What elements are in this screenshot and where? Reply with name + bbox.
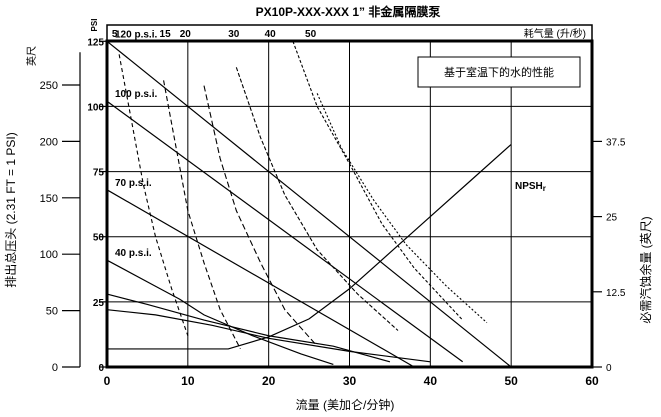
series-line <box>163 80 241 350</box>
npsh-tick-label: 37.5 <box>606 137 626 148</box>
ft-tick-label: 250 <box>40 80 58 92</box>
series-line <box>292 41 464 321</box>
ft-unit-label: 英尺 <box>25 46 38 66</box>
series-line <box>107 143 512 350</box>
series-line <box>235 67 399 331</box>
ft-tick-label: 50 <box>46 306 58 318</box>
air-top-label: 15 <box>160 29 172 40</box>
series-layer <box>106 40 512 368</box>
series-line <box>106 189 415 368</box>
psi-tick-label: 75 <box>93 168 105 179</box>
series-line <box>316 93 488 324</box>
x-tick-label: 30 <box>343 374 357 388</box>
series-label: 100 p.s.i. <box>115 89 157 100</box>
series-line <box>203 85 318 347</box>
x-tick-label: 20 <box>262 374 276 388</box>
series-line <box>106 293 391 363</box>
psi-tick-label: 125 <box>87 37 104 48</box>
ft-tick-label: 0 <box>52 362 58 374</box>
y-axis-label-right: 必需汽蚀余量 (英尺) <box>638 216 653 323</box>
annotation-text: 基于室温下的水的性能 <box>444 65 554 79</box>
air-top-label: 30 <box>228 29 240 40</box>
x-tick-label: 10 <box>181 374 195 388</box>
series-line <box>106 309 431 363</box>
air-top-label: 5 <box>112 29 118 40</box>
tick-layer: 0 10 20 30 40 50 60 0 25 50 75 100 125 0 50 100 150 200 25… <box>40 37 626 388</box>
npsh-tick-label: 12.5 <box>606 288 626 299</box>
series-line <box>118 54 189 336</box>
npsh-label: NPSHr <box>515 181 546 193</box>
x-axis-label: 流量 (美加仑/分钟) <box>296 397 395 412</box>
x-tick-label: 0 <box>104 374 111 388</box>
series-label: 120 p.s.i. <box>115 29 157 40</box>
air-top-labels: 5 15 20 30 40 50 <box>112 29 317 40</box>
psi-tick-label: 100 <box>87 102 104 113</box>
series-labels: 120 p.s.i. 100 p.s.i. 70 p.s.i. 40 p.s.i. <box>115 29 157 259</box>
plot-frame <box>105 39 594 369</box>
x-tick-label: 60 <box>585 374 599 388</box>
y-axis-label-left: 排出总压头 (2.31 FT = 1 PSI) <box>4 132 18 288</box>
x-tick-label: 40 <box>424 374 438 388</box>
psi-tick-label: 50 <box>93 233 105 244</box>
npsh-label-main: NPSH <box>515 181 543 192</box>
air-top-label: 50 <box>305 29 317 40</box>
npsh-tick-label: 25 <box>606 213 618 224</box>
series-label: 40 p.s.i. <box>115 248 152 259</box>
ft-tick-label: 150 <box>40 193 58 205</box>
npsh-label-sub: r <box>543 184 546 193</box>
psi-tick-label: 25 <box>93 298 105 309</box>
annotation-box <box>417 56 581 88</box>
series-line <box>106 100 464 363</box>
x-tick-label: 50 <box>504 374 518 388</box>
series-label: 70 p.s.i. <box>115 178 152 189</box>
psi-unit-label: PSI <box>90 19 99 32</box>
series-line <box>106 259 334 365</box>
ft-tick-label: 100 <box>40 249 58 261</box>
ft-tick-label: 200 <box>40 136 58 148</box>
npsh-tick-label: 0 <box>606 363 612 374</box>
air-top-label: 20 <box>180 29 192 40</box>
air-top-label: 40 <box>265 29 277 40</box>
series-line <box>106 40 512 368</box>
psi-tick-label: 0 <box>98 363 104 374</box>
air-axis-label: 耗气量 (升/秒) <box>524 27 586 40</box>
chart-title: PX10P-XXX-XXX 1” 非金属隔膜泵 <box>256 4 441 19</box>
